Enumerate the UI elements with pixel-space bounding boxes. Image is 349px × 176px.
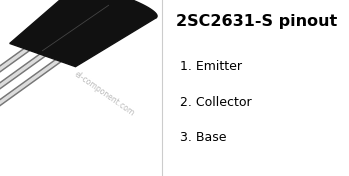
Text: el-component.com: el-component.com: [73, 69, 136, 117]
Polygon shape: [0, 55, 44, 119]
Text: 1. Emitter: 1. Emitter: [180, 60, 242, 73]
Text: 3. Base: 3. Base: [180, 131, 226, 144]
Polygon shape: [73, 0, 157, 18]
Polygon shape: [0, 48, 30, 114]
Text: 2. Collector: 2. Collector: [180, 96, 251, 109]
Polygon shape: [10, 0, 156, 67]
Text: 2SC2631-S pinout: 2SC2631-S pinout: [176, 14, 337, 29]
Polygon shape: [0, 60, 61, 125]
Polygon shape: [0, 49, 28, 113]
Polygon shape: [0, 60, 59, 124]
Polygon shape: [0, 54, 45, 120]
